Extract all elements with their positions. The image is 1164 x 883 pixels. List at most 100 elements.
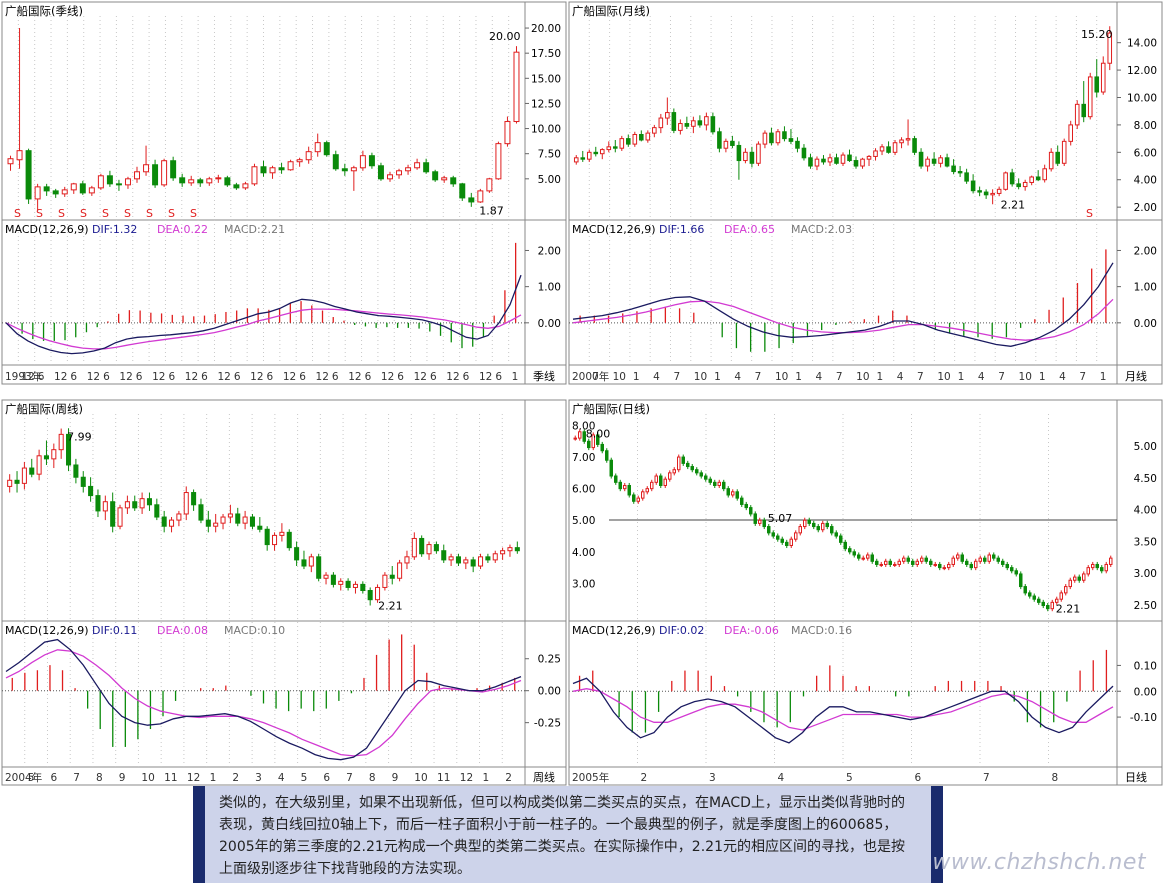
panel-2 (1, 399, 567, 786)
candle-body (375, 586, 381, 601)
candle-body (350, 167, 357, 172)
y-tick-label: 7.00 (572, 452, 595, 464)
x-tick-label: 2004年 (5, 771, 42, 784)
dif-line (5, 638, 522, 761)
candle-body (34, 186, 41, 200)
candle-body (807, 519, 811, 524)
candle-body (21, 467, 27, 484)
macd-tick-label: 1.00 (538, 282, 561, 294)
macd-tick-label: 0.00 (538, 318, 561, 330)
candle-body (432, 171, 439, 181)
candle-body (677, 456, 681, 471)
candle-body (639, 134, 644, 141)
candle-body (264, 528, 270, 546)
y-tick-label: 3.00 (1134, 568, 1157, 580)
candle-body (613, 146, 618, 149)
candle-body (183, 492, 189, 515)
candle-body (947, 563, 951, 569)
candle-body (514, 547, 520, 552)
candle-body (389, 574, 395, 579)
candle-body (117, 507, 123, 527)
candle-body (1035, 176, 1041, 181)
y-tick-label: 6.00 (1134, 147, 1157, 159)
candle-body (338, 580, 344, 585)
y-tick-label: 12.00 (1127, 65, 1157, 77)
candle-body (847, 154, 852, 162)
dif-line (572, 262, 1114, 347)
candle-body (51, 449, 57, 460)
watermark: www.chzhshch.net (932, 850, 1146, 875)
macd-value-label: MACD:2.21 (224, 223, 285, 236)
y-tick-label: 5.00 (538, 174, 561, 186)
candle-body (495, 143, 502, 180)
candle-body (843, 541, 847, 550)
candle-body (1086, 567, 1090, 575)
x-tick-label: 2000年 (572, 370, 609, 383)
candle-body (951, 165, 956, 173)
panel-frame (568, 1, 1163, 385)
x-tick-label: 3 (255, 772, 262, 784)
x-tick-label: 12 (414, 371, 427, 383)
x-tick-label: 12 (87, 371, 100, 383)
x-tick-label: 3 (709, 772, 716, 784)
candle-body (618, 481, 622, 490)
candle-body (619, 138, 625, 149)
y-tick-label: 12.50 (531, 98, 561, 110)
candle-body (387, 174, 393, 180)
dif-line (5, 274, 522, 355)
candle-body (812, 522, 816, 528)
candle-body (942, 567, 946, 570)
candle-body (1029, 176, 1034, 183)
candle-body (938, 563, 942, 569)
candle-body (470, 559, 476, 567)
candle-body (110, 501, 116, 527)
candle-body (1055, 151, 1060, 164)
x-tick-label: 4 (778, 772, 785, 784)
x-tick-label: 7 (73, 772, 80, 784)
x-tick-label: 1993年 (5, 370, 42, 383)
candle-body (1028, 592, 1032, 597)
candle-body (931, 158, 937, 164)
candle-body (925, 158, 930, 167)
x-tick-label: 4 (734, 371, 741, 383)
candle-body (1059, 592, 1063, 600)
x-tick-label: 6 (332, 371, 339, 383)
candle-body (213, 522, 219, 527)
y-tick-label: 2.00 (1134, 202, 1157, 214)
x-tick-label: 6 (136, 371, 143, 383)
signal-marker: S (58, 207, 65, 220)
candle-body (414, 162, 421, 169)
candle-body (573, 437, 577, 440)
x-tick-label: 6 (299, 371, 306, 383)
y-tick-label: 17.50 (531, 48, 561, 60)
candle-body (486, 178, 493, 192)
x-tick-label: 12 (187, 772, 200, 784)
candle-body (756, 143, 761, 164)
candle-body (404, 556, 410, 564)
price-annotation: 2.21 (378, 600, 403, 613)
candle-body (726, 488, 730, 496)
candle-body (132, 501, 138, 509)
candle-body (722, 481, 726, 490)
candle-body (448, 556, 454, 561)
candle-body (875, 560, 879, 565)
candle-body (717, 131, 722, 149)
y-tick-label: 8.00 (1134, 120, 1157, 132)
candle-body (66, 433, 72, 466)
candle-body (840, 154, 846, 164)
candle-body (294, 547, 300, 561)
candle-body (873, 150, 878, 157)
x-tick-label: 1 (714, 371, 721, 383)
x-tick-label: 1 (1100, 371, 1107, 383)
candle-body (743, 151, 748, 162)
candle-body (206, 178, 213, 184)
x-tick-label: 6 (463, 371, 470, 383)
candle-body (668, 472, 672, 480)
candle-body (242, 516, 248, 524)
candle-body (25, 150, 32, 200)
candle-body (106, 175, 113, 185)
candle-body (139, 498, 145, 509)
x-tick-label: 6 (915, 772, 922, 784)
candle-body (95, 495, 101, 512)
candle-body (279, 531, 285, 536)
